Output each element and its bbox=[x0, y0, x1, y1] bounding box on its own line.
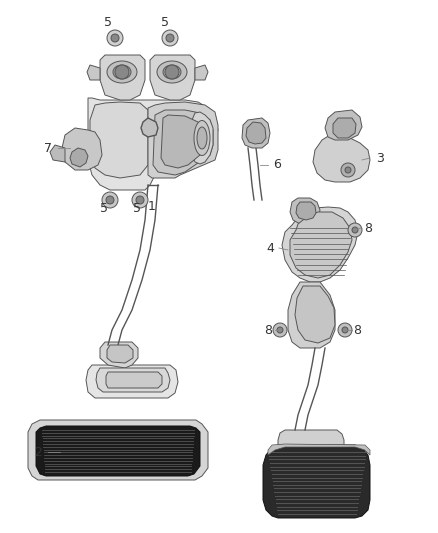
Circle shape bbox=[102, 192, 118, 208]
Polygon shape bbox=[153, 110, 213, 175]
Polygon shape bbox=[90, 102, 148, 178]
Polygon shape bbox=[86, 365, 178, 398]
Circle shape bbox=[345, 167, 351, 173]
Polygon shape bbox=[192, 112, 213, 164]
Text: 8: 8 bbox=[364, 222, 372, 235]
Circle shape bbox=[277, 327, 283, 333]
Text: 5: 5 bbox=[100, 201, 108, 214]
Polygon shape bbox=[282, 207, 358, 282]
Polygon shape bbox=[290, 198, 320, 224]
Circle shape bbox=[166, 34, 174, 42]
Polygon shape bbox=[246, 122, 266, 144]
Ellipse shape bbox=[113, 65, 131, 79]
Polygon shape bbox=[296, 202, 316, 220]
Polygon shape bbox=[107, 345, 133, 363]
Polygon shape bbox=[242, 118, 270, 148]
Polygon shape bbox=[148, 102, 218, 178]
Circle shape bbox=[165, 65, 179, 79]
Polygon shape bbox=[62, 128, 102, 170]
Text: 6: 6 bbox=[273, 158, 281, 172]
Circle shape bbox=[107, 30, 123, 46]
Circle shape bbox=[162, 30, 178, 46]
Polygon shape bbox=[70, 148, 88, 167]
Polygon shape bbox=[195, 65, 208, 80]
Ellipse shape bbox=[194, 120, 210, 156]
Text: 5: 5 bbox=[104, 15, 112, 28]
Polygon shape bbox=[106, 372, 162, 388]
Text: 1: 1 bbox=[148, 200, 156, 214]
Circle shape bbox=[342, 327, 348, 333]
Polygon shape bbox=[290, 212, 352, 278]
Circle shape bbox=[338, 323, 352, 337]
Polygon shape bbox=[278, 430, 344, 448]
Polygon shape bbox=[28, 420, 208, 480]
Text: 2: 2 bbox=[34, 446, 42, 458]
Circle shape bbox=[273, 323, 287, 337]
Polygon shape bbox=[88, 98, 218, 190]
Text: 3: 3 bbox=[376, 151, 384, 165]
Polygon shape bbox=[288, 282, 335, 348]
Polygon shape bbox=[100, 342, 138, 368]
Circle shape bbox=[115, 65, 129, 79]
Circle shape bbox=[106, 196, 114, 204]
Text: 4: 4 bbox=[266, 241, 274, 254]
Circle shape bbox=[111, 34, 119, 42]
Text: 5: 5 bbox=[161, 15, 169, 28]
Polygon shape bbox=[150, 55, 195, 100]
Polygon shape bbox=[87, 65, 100, 80]
Text: 8: 8 bbox=[264, 324, 272, 336]
Polygon shape bbox=[263, 445, 370, 518]
Ellipse shape bbox=[107, 61, 137, 83]
Polygon shape bbox=[141, 118, 158, 137]
Polygon shape bbox=[325, 110, 362, 140]
Circle shape bbox=[132, 192, 148, 208]
Circle shape bbox=[348, 223, 362, 237]
Text: 8: 8 bbox=[353, 324, 361, 336]
Ellipse shape bbox=[163, 65, 181, 79]
Ellipse shape bbox=[157, 61, 187, 83]
Text: 7: 7 bbox=[44, 141, 52, 155]
Polygon shape bbox=[36, 426, 200, 476]
Polygon shape bbox=[333, 118, 356, 138]
Circle shape bbox=[136, 196, 144, 204]
Polygon shape bbox=[268, 444, 370, 455]
Circle shape bbox=[341, 163, 355, 177]
Polygon shape bbox=[313, 135, 370, 182]
Circle shape bbox=[352, 227, 358, 233]
Text: 5: 5 bbox=[133, 201, 141, 214]
Polygon shape bbox=[100, 55, 145, 100]
Polygon shape bbox=[161, 115, 203, 168]
Ellipse shape bbox=[197, 127, 207, 149]
Polygon shape bbox=[50, 145, 65, 162]
Polygon shape bbox=[96, 368, 170, 392]
Polygon shape bbox=[295, 286, 335, 343]
